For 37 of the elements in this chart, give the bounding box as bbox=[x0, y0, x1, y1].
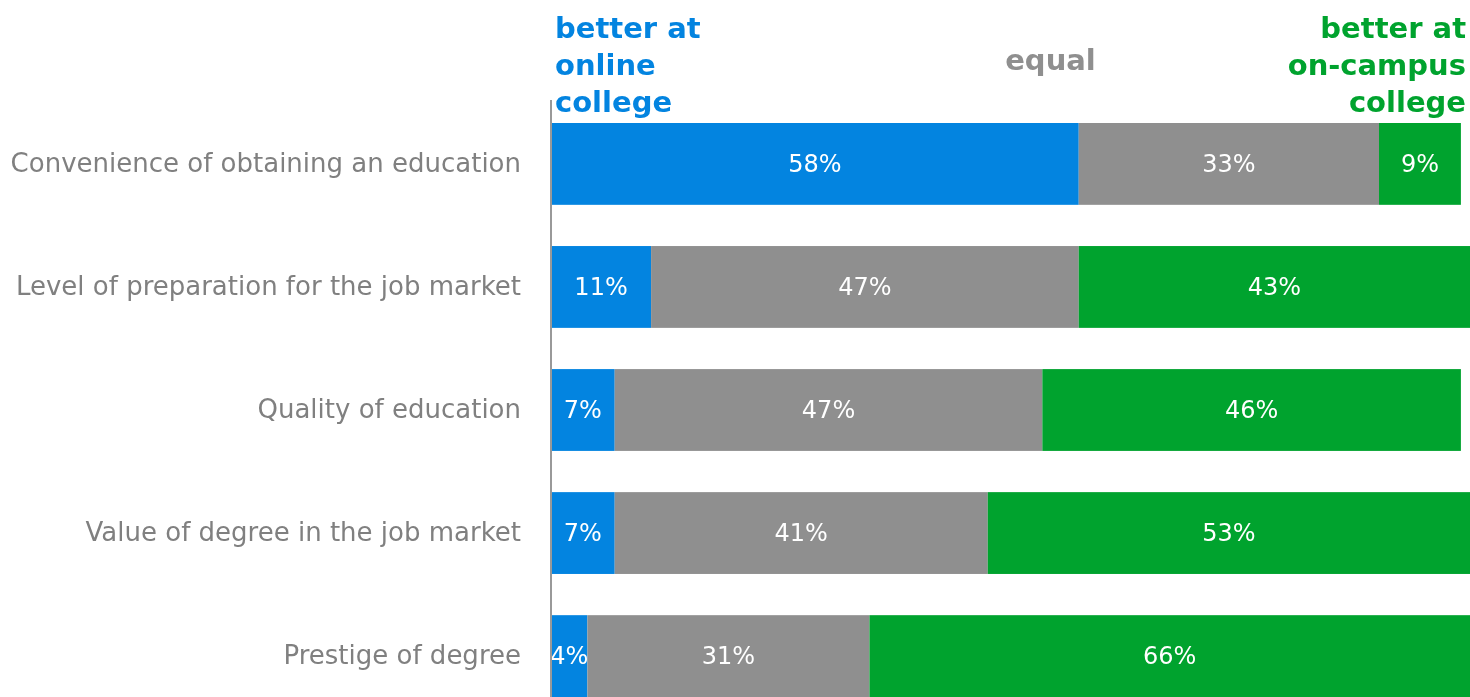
bar bbox=[651, 246, 1079, 328]
data-label: 31% bbox=[701, 642, 756, 671]
data-label: 47% bbox=[801, 396, 856, 425]
y-tick-label: Quality of education bbox=[257, 394, 521, 425]
bar bbox=[551, 492, 615, 574]
y-tick-label: Value of degree in the job market bbox=[85, 517, 521, 548]
bar bbox=[587, 615, 870, 697]
bar bbox=[614, 369, 1043, 451]
bar bbox=[551, 369, 615, 451]
series-label: equal bbox=[1005, 43, 1096, 77]
bar bbox=[614, 492, 988, 574]
bar bbox=[1042, 369, 1461, 451]
data-label: 58% bbox=[788, 150, 842, 179]
data-label: 7% bbox=[563, 396, 602, 425]
bar bbox=[1078, 123, 1380, 205]
y-tick-label: Prestige of degree bbox=[283, 640, 521, 671]
bar bbox=[1078, 246, 1470, 328]
data-label: 11% bbox=[574, 273, 628, 302]
data-label: 43% bbox=[1247, 273, 1302, 302]
series-label: better at on-campus college bbox=[1287, 11, 1467, 119]
data-label: 41% bbox=[774, 519, 828, 548]
data-label: 53% bbox=[1202, 519, 1256, 548]
series-label: better at online college bbox=[555, 11, 701, 119]
bar bbox=[551, 246, 652, 328]
y-tick-label: Level of preparation for the job market bbox=[15, 271, 521, 302]
data-label: 33% bbox=[1202, 150, 1256, 179]
data-label: 46% bbox=[1224, 396, 1279, 425]
data-label: 7% bbox=[563, 519, 602, 548]
bar bbox=[1379, 123, 1461, 205]
bar bbox=[551, 123, 1079, 205]
data-label: 66% bbox=[1143, 642, 1197, 671]
data-label: 9% bbox=[1400, 150, 1439, 179]
data-label: 47% bbox=[838, 273, 892, 302]
bar bbox=[987, 492, 1470, 574]
data-label: 4% bbox=[550, 642, 589, 671]
y-tick-label: Convenience of obtaining an education bbox=[10, 148, 521, 179]
bar bbox=[869, 615, 1470, 697]
